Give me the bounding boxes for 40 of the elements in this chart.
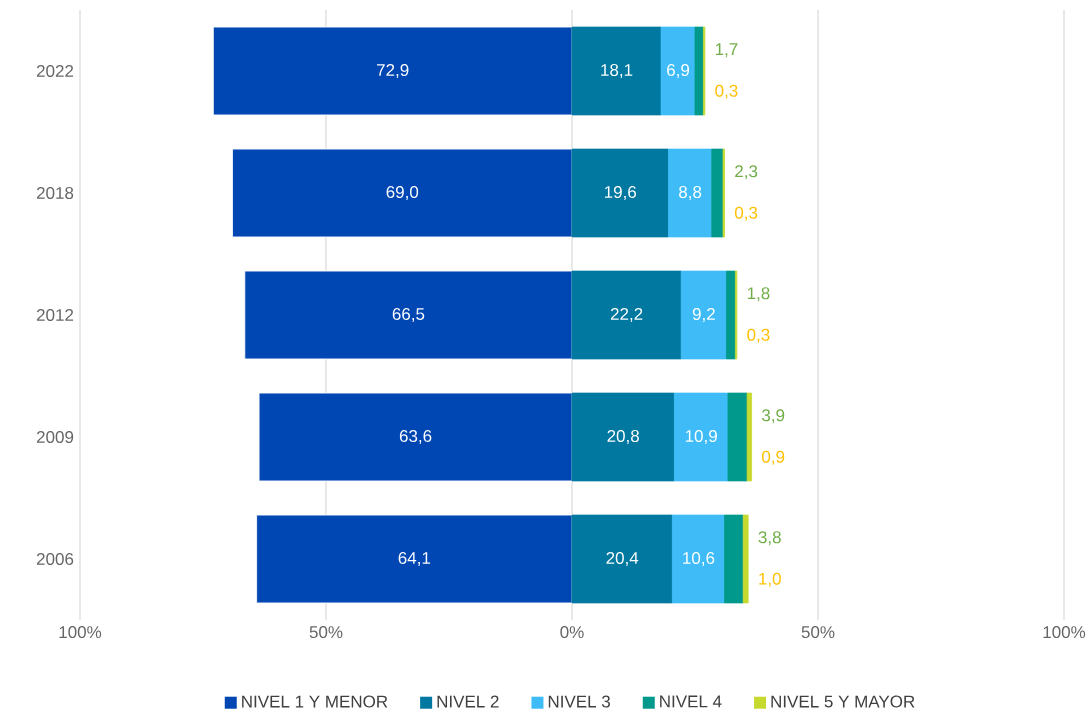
legend-label: NIVEL 5 Y MAYOR	[771, 695, 915, 708]
data-label: 22,2	[610, 308, 643, 323]
data-label: 0,3	[747, 328, 770, 343]
data-label: 0,9	[762, 450, 785, 465]
data-label: 66,5	[392, 308, 425, 323]
data-label: 20,8	[607, 430, 639, 445]
x-tick-label: 50%	[801, 626, 835, 639]
data-label: 64,1	[398, 552, 431, 567]
data-label: 10,6	[683, 552, 715, 567]
data-label: 3,8	[758, 531, 781, 546]
data-label: 69,0	[386, 186, 419, 201]
data-label: 1,7	[715, 43, 738, 58]
data-label: 9,2	[692, 308, 715, 323]
x-tick-label: 100%	[59, 626, 102, 639]
data-label: 10,9	[685, 430, 717, 445]
legend-label: NIVEL 1 Y MENOR	[242, 695, 388, 708]
data-label: 8,8	[679, 186, 702, 201]
x-tick-label: 50%	[309, 626, 343, 639]
legend-label: NIVEL 2	[437, 695, 499, 708]
data-label: 63,6	[399, 430, 432, 445]
y-tick-label: 2018	[36, 187, 74, 200]
data-label: 19,6	[604, 186, 637, 201]
data-label: 6,9	[667, 64, 690, 79]
data-label: 2,3	[735, 165, 758, 180]
legend-label: NIVEL 3	[548, 695, 610, 708]
y-tick-label: 2009	[36, 431, 74, 444]
data-label: 18,1	[601, 64, 633, 79]
data-label: 72,9	[377, 64, 409, 79]
y-tick-label: 2022	[36, 65, 74, 78]
legend-label: NIVEL 4	[660, 695, 722, 708]
y-tick-label: 2006	[36, 553, 74, 566]
data-label: 3,9	[762, 409, 785, 424]
data-label: 0,3	[715, 84, 738, 99]
data-label: 1,0	[759, 572, 781, 587]
x-tick-label: 0%	[560, 626, 584, 639]
data-label: 1,8	[747, 287, 770, 302]
y-tick-label: 2012	[36, 309, 74, 322]
data-label: 0,3	[734, 206, 758, 221]
x-tick-label: 100%	[1043, 626, 1086, 639]
data-label: 20,4	[606, 552, 639, 567]
